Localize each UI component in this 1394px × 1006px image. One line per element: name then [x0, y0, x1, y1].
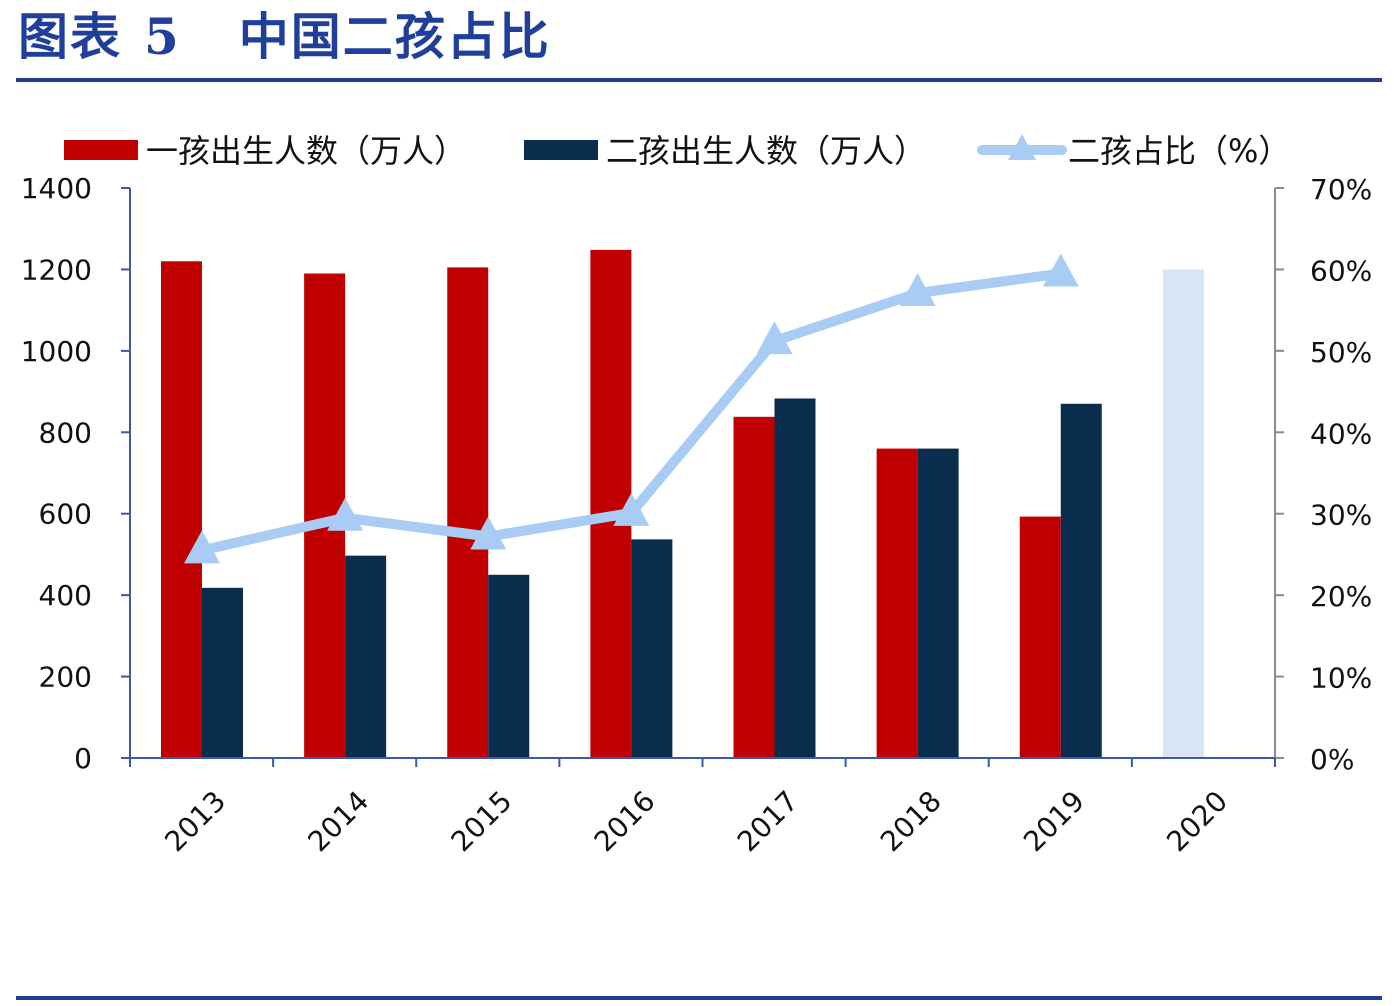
right-tick-label: 20%: [1310, 580, 1372, 613]
left-tick-label: 400: [39, 579, 92, 612]
right-tick-label: 70%: [1310, 173, 1372, 206]
legend-swatch-1: [64, 140, 138, 160]
legend-label-3: 二孩占比（%）: [1068, 132, 1290, 170]
legend-label-1: 一孩出生人数（万人）: [146, 132, 466, 170]
figure-number: 5: [144, 7, 181, 66]
left-tick-label: 0: [74, 742, 92, 775]
bar-second-child-2017: [774, 398, 816, 758]
line-marker-2016: [613, 492, 650, 526]
line-marker-2018: [899, 273, 936, 307]
right-tick-label: 40%: [1310, 417, 1372, 450]
title-divider: [16, 78, 1382, 82]
right-tick-label: 50%: [1310, 336, 1372, 369]
line-marker-2019: [1042, 253, 1079, 287]
bar-highlight-2020: [1162, 269, 1204, 758]
line-series-group: [184, 253, 1079, 564]
bar-first-child-2013: [161, 261, 202, 758]
legend-label-2: 二孩出生人数（万人）: [606, 132, 926, 170]
line-marker-2015: [470, 516, 507, 550]
bar-first-child-2015: [447, 267, 489, 758]
bar-first-child-2019: [1019, 516, 1061, 758]
legend: 一孩出生人数（万人） 二孩出生人数（万人） 二孩占比（%）: [64, 132, 1290, 170]
x-tick-label-2017: 2017: [731, 784, 805, 858]
bar-first-child-2017: [733, 416, 775, 758]
bar-second-child-2015: [488, 574, 530, 758]
figure-title: 图表 5 中国二孩占比: [18, 4, 551, 74]
left-tick-label: 1400: [21, 172, 92, 205]
bar-second-child-2016: [631, 539, 673, 758]
line-marker-2017: [756, 321, 793, 355]
right-tick-label: 0%: [1310, 743, 1354, 776]
left-tick-label: 1000: [21, 335, 92, 368]
x-tick-label-2018: 2018: [874, 784, 948, 858]
chart-title: 中国二孩占比: [238, 7, 551, 66]
line-marker-2014: [327, 497, 364, 531]
x-tick-label-2016: 2016: [588, 784, 662, 858]
right-tick-label: 10%: [1310, 662, 1372, 695]
bar-second-child-2013: [202, 587, 243, 758]
axes: [121, 187, 1284, 767]
bar-group: [161, 249, 1204, 758]
left-tick-label: 200: [39, 661, 92, 694]
bar-second-child-2014: [345, 555, 387, 758]
x-tick-label-2013: 2013: [158, 784, 232, 858]
legend-marker-triangle-icon: [1008, 134, 1036, 160]
right-tick-label: 60%: [1310, 254, 1372, 287]
x-tick-label-2019: 2019: [1017, 784, 1091, 858]
x-tick-label-2015: 2015: [445, 784, 519, 858]
line-marker-2013: [184, 530, 220, 564]
bar-second-child-2019: [1060, 403, 1102, 758]
bar-first-child-2018: [876, 448, 918, 758]
figure-label: 图表: [18, 7, 122, 66]
bottom-divider: [16, 996, 1382, 1000]
x-tick-label-2014: 2014: [302, 784, 376, 858]
left-tick-label: 1200: [21, 253, 92, 286]
right-tick-label: 30%: [1310, 499, 1372, 532]
left-tick-label: 600: [39, 498, 92, 531]
left-tick-label: 800: [39, 416, 92, 449]
legend-swatch-2: [524, 140, 598, 160]
x-tick-label-2020: 2020: [1160, 784, 1234, 858]
bar-second-child-2018: [917, 448, 959, 758]
bar-first-child-2016: [590, 249, 632, 758]
